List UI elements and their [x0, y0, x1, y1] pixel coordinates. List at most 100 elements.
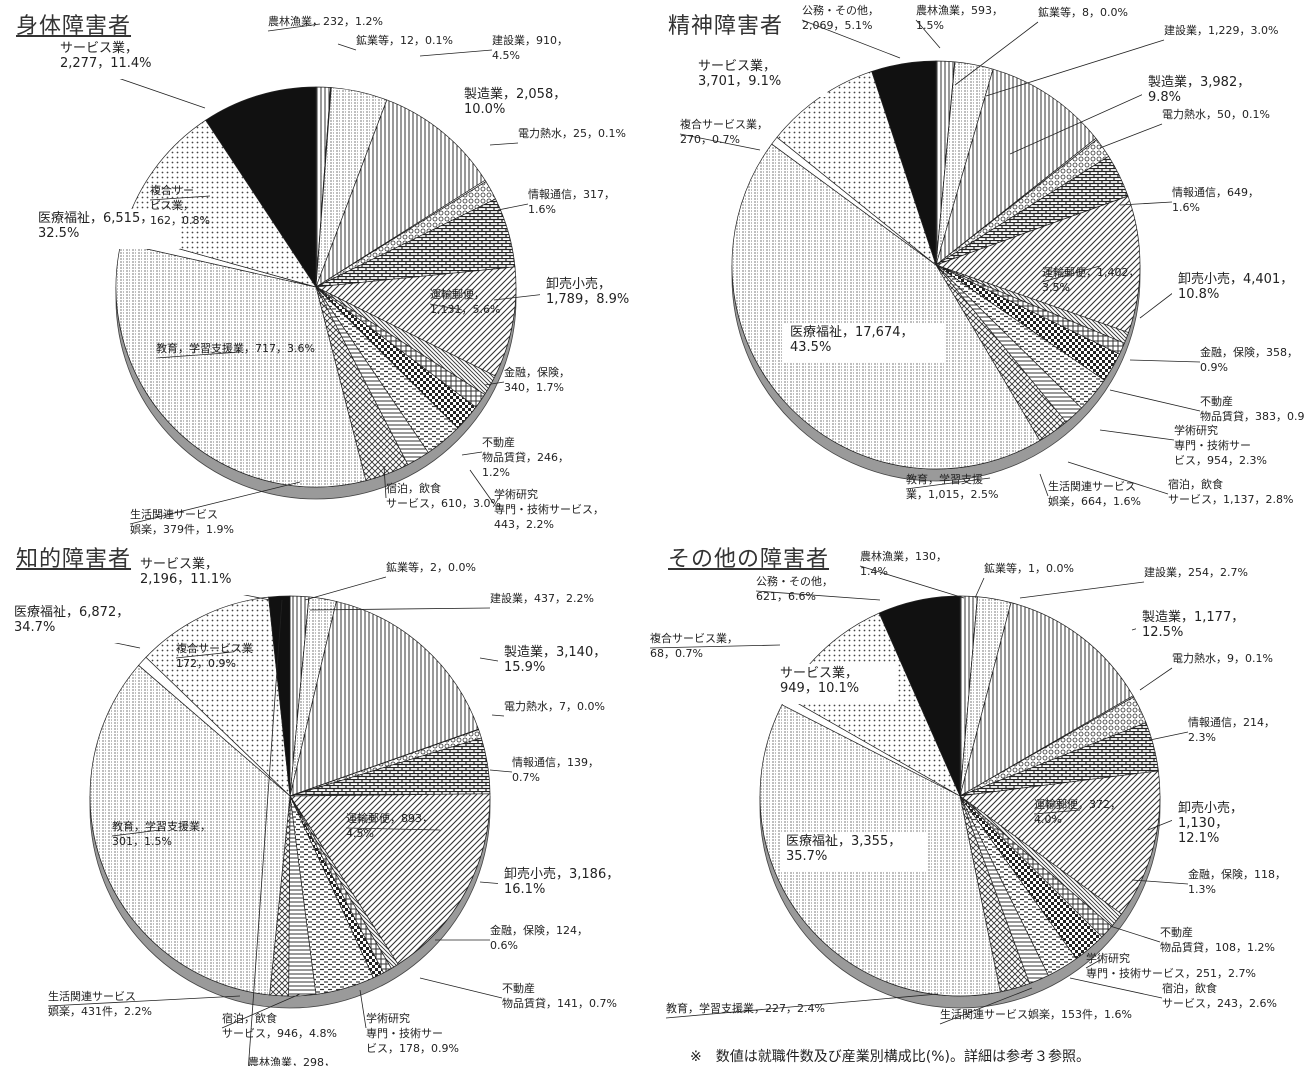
leader-line [359, 989, 367, 1029]
leader-line [267, 23, 321, 32]
pie-slice [935, 68, 1097, 266]
slice-label: 金融，保険， [504, 365, 570, 379]
pie-slice [959, 770, 1161, 915]
slice-label: 卸売小売， [546, 276, 611, 292]
slice-label: ビス，954，2.3% [1174, 454, 1267, 467]
slice-label: 情報通信，214， [1188, 716, 1275, 729]
pie-slice [115, 242, 367, 488]
leader-line [1009, 91, 1149, 155]
slice-label: 12.5% [1142, 625, 1183, 640]
slice-label: 生活関連サービス [48, 989, 136, 1003]
slice-label: 複合サービス業， [650, 631, 738, 645]
slice-label: 建設業，1,229，3.0% [1164, 23, 1278, 37]
slice-label: ビス業， [150, 199, 194, 212]
leader-line [1099, 429, 1175, 441]
slice-label: 10.8% [1178, 287, 1219, 302]
slice-label: 農林漁業，130， [860, 549, 947, 563]
slice-label: 1.6% [528, 203, 556, 216]
slice-label: 949，10.1% [780, 681, 859, 696]
slice-label: 物品賃貸，383，0.9% [1200, 409, 1304, 423]
slice-label: 2,069，5.1% [802, 19, 872, 32]
leader-line [429, 303, 463, 311]
chart-title: 身体障害者 [16, 14, 132, 39]
pie-slice [205, 86, 317, 289]
leader-line [304, 576, 387, 601]
slice-label: 医療福祉，6,515， [38, 211, 153, 226]
slice-label: 医療福祉，6,872， [14, 605, 129, 620]
slice-label: 1,130， [1178, 816, 1228, 831]
slice-label: 電力熱水，25，0.1% [518, 127, 626, 140]
label-box [780, 832, 928, 872]
leader-line [1119, 201, 1173, 206]
slice-label: 10.0% [464, 102, 505, 117]
slice-label: 金融，保険，124， [490, 923, 588, 937]
slice-label: 不動産 [1200, 394, 1233, 408]
label-box [1172, 799, 1259, 854]
slice-label: 621，6.6% [756, 590, 816, 603]
leader-line [905, 477, 991, 490]
slice-label: 不動産 [482, 435, 515, 449]
leader-line [493, 293, 547, 301]
slice-label: 業，1,015，2.5% [906, 488, 998, 501]
slice-label: サービス，243，2.6% [1162, 997, 1277, 1010]
slice-label: 43.5% [790, 340, 831, 355]
pie-chart: 農林漁業，130， 1.4% 鉱業等，1，0.0% 建設業，254，2.7% 製造業，1… [649, 549, 1286, 1025]
slice-label: 電力熱水，9，0.1% [1172, 652, 1273, 665]
slice-label: 情報通信，649， [1172, 186, 1259, 199]
leader-line [974, 577, 985, 599]
label-box [774, 664, 898, 704]
slice-label: 鉱業等，8，0.0% [1038, 5, 1128, 19]
slice-label: 0.6% [490, 939, 518, 952]
slice-label: 鉱業等，12，0.1% [356, 33, 453, 47]
slice-label: 娯楽，664，1.6% [1048, 494, 1141, 508]
leader-line [1139, 667, 1173, 691]
slice-label: 生活関連サービス [1048, 479, 1136, 493]
slice-label: 443，2.2% [494, 518, 554, 531]
slice-label: 製造業，2,058， [464, 86, 566, 102]
slice-label: 4.0% [1034, 813, 1062, 826]
leader-line [1069, 977, 1163, 999]
slice-label: 医療福祉，17,674， [790, 325, 914, 340]
slice-label: 金融，保険，358， [1200, 345, 1298, 359]
slice-label: サービス業， [698, 58, 776, 74]
slice-label: 1,131，5.6% [430, 303, 500, 316]
leader-line [149, 195, 211, 201]
chart-title: 精神障害者 [668, 14, 784, 39]
chart-panel-physical: 身体障害者 農林漁業，232，1.2% 鉱業等，12，0.1% 建設業，910， 4.… [0, 0, 676, 536]
slice-label: 2.3% [1188, 731, 1216, 744]
slice-label: 4.5% [492, 49, 520, 62]
slice-label: 教育，学習支援 [906, 472, 983, 486]
slice-label: 270，0.7% [680, 133, 740, 146]
leader-line [1041, 265, 1101, 283]
label-box [1172, 270, 1304, 310]
slice-label: 生活関連サービス娯楽，153件，1.6% [940, 1007, 1132, 1021]
chart-title: その他の障害者 [668, 547, 830, 572]
slice-label: 0.7% [512, 771, 540, 784]
slice-label: 16.1% [504, 882, 545, 897]
pie-slice [268, 595, 291, 797]
chart-panel-other: その他の障害者 農林漁業，130， 1.4% 鉱業等，1，0.0% 建設業，254，2… [649, 533, 1304, 1066]
leader-line [461, 451, 483, 456]
slice-label: 公務・その他， [756, 574, 833, 588]
slice-label: サービス業， [140, 556, 218, 572]
slice-label: 172，0.9% [176, 657, 236, 670]
slice-label: 物品賃貸，246， [482, 450, 569, 464]
label-box [134, 555, 282, 595]
slice-label: 34.7% [14, 620, 55, 635]
slice-label: 卸売小売，3,186， [504, 866, 619, 882]
slice-label: 32.5% [38, 226, 79, 241]
slice-label: 2,277，11.4% [60, 56, 152, 71]
slice-label: 情報通信，317， [528, 188, 615, 201]
leader-line [1085, 959, 1101, 969]
leader-line [469, 469, 495, 505]
label-box [498, 865, 646, 905]
leader-line [1109, 925, 1161, 943]
chart-panel-intellectual: 知的障害者 農林漁業，298，1.5%鉱業等，2，0.0%建設業，437，2.2… [0, 533, 652, 1066]
slice-label: 鉱業等，1，0.0% [984, 561, 1074, 575]
slice-label: 3.5% [1042, 281, 1070, 294]
leader-line [801, 19, 901, 59]
slice-label: 専門・技術サービス， [494, 503, 604, 516]
leader-line [484, 381, 505, 386]
slice-label: 専門・技術サー [1174, 439, 1251, 452]
leader-line [309, 607, 491, 611]
